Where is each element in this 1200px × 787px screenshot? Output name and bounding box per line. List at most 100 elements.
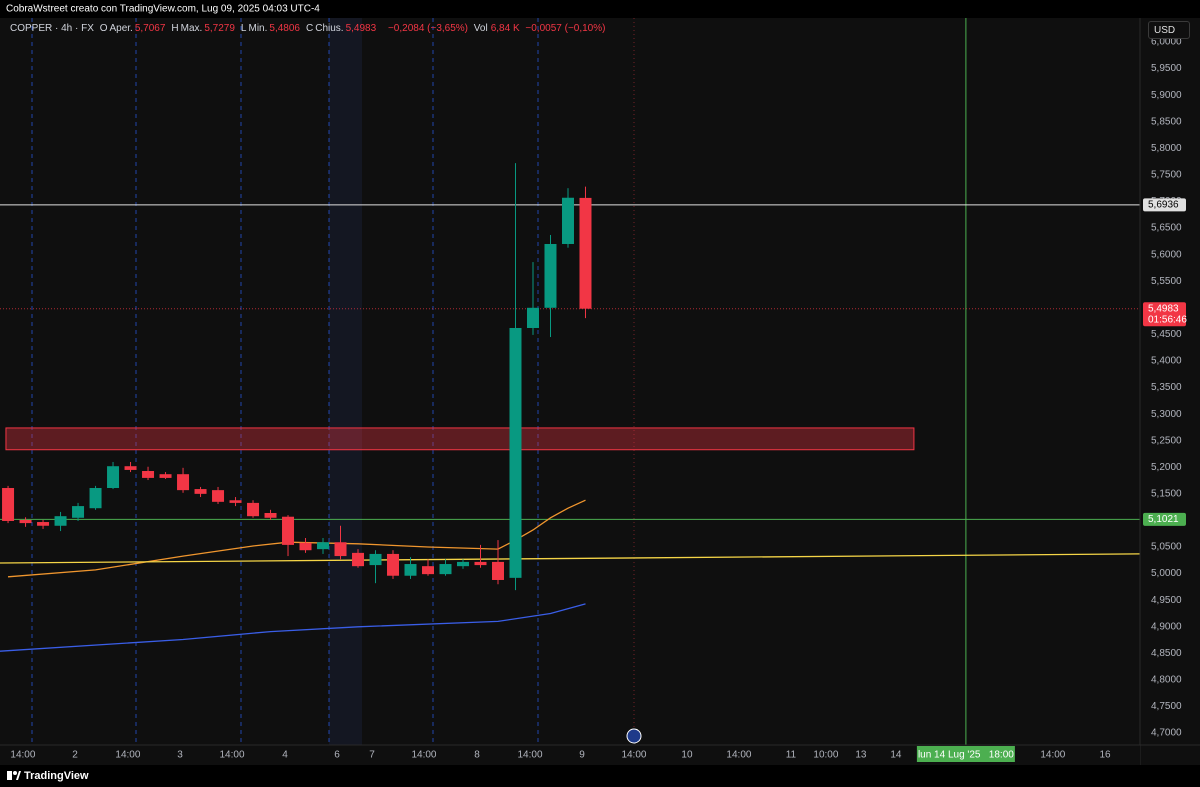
candle-body xyxy=(456,561,469,567)
event-flag[interactable] xyxy=(626,728,642,744)
logo-part xyxy=(16,771,21,780)
y-tick-label: 5,3500 xyxy=(1151,382,1182,393)
x-tick-label: 14:00 xyxy=(726,750,751,761)
session-separators xyxy=(31,18,539,745)
candle-body xyxy=(19,519,32,524)
legend-name: Max. xyxy=(180,23,203,34)
y-tick-label: 5,9500 xyxy=(1151,63,1182,74)
candle-body xyxy=(491,561,504,580)
candle-body xyxy=(142,470,155,478)
candle-body xyxy=(509,327,522,578)
x-tick-label: 2 xyxy=(72,750,78,761)
y-tick-label: 5,3000 xyxy=(1151,409,1182,420)
candle-body xyxy=(264,512,277,518)
x-tick-label: 7 xyxy=(369,750,375,761)
candle-body xyxy=(159,474,172,478)
axes: 4,7000 4,7500 4,8000 4,8500 4,9000 4,9500 5,00… xyxy=(10,37,1187,762)
x-tick-label: 4 xyxy=(282,750,288,761)
x-tick-label: 9 xyxy=(579,750,585,761)
weekend-shade xyxy=(329,18,362,745)
candle-body xyxy=(37,522,50,526)
x-tick-label: 13 xyxy=(855,750,867,761)
y-tick-label: 4,8000 xyxy=(1151,675,1182,686)
price-label: 5,6936 xyxy=(1148,200,1179,211)
y-tick-label: 5,8000 xyxy=(1151,143,1182,154)
legend: COPPER · 4h · FX O Aper. 5,7067 H Max. 5,7279… xyxy=(10,23,608,34)
average-line xyxy=(0,553,1141,564)
volume-value: 6,84 K xyxy=(490,23,520,34)
cursor-label: lun 14 Lug '25 18:00 xyxy=(918,750,1014,761)
x-tick-label: 14:00 xyxy=(220,750,245,761)
legend-name: Aper. xyxy=(109,23,133,34)
candle-body xyxy=(439,564,452,575)
logo-part xyxy=(13,771,17,775)
candle-body xyxy=(352,552,365,567)
candle-body xyxy=(299,542,312,551)
zone xyxy=(5,427,915,451)
price-label-box xyxy=(1143,198,1186,212)
legend-name: Chius. xyxy=(315,23,344,34)
candle-body xyxy=(107,466,120,489)
x-tick-label: 14:00 xyxy=(1040,750,1065,761)
candle-body xyxy=(124,466,137,470)
candle-body xyxy=(247,502,260,517)
price-label: 5,4983 xyxy=(1148,303,1179,314)
candle-body xyxy=(282,516,295,545)
candle-body xyxy=(229,500,242,503)
x-tick-label: 10:00 xyxy=(813,750,838,761)
average-line xyxy=(7,499,586,578)
y-tick-label: 5,7500 xyxy=(1151,170,1182,181)
price-countdown: 01:56:46 xyxy=(1148,314,1187,325)
caption: CobraWstreet creato con TradingView.com,… xyxy=(6,4,320,15)
candle-body xyxy=(177,474,190,491)
y-tick-label: 5,0000 xyxy=(1151,568,1182,579)
y-tick-label: 5,8500 xyxy=(1151,116,1182,127)
candle-body xyxy=(89,488,102,509)
y-tick-label: 4,9500 xyxy=(1151,595,1182,606)
y-tick-label: 5,1500 xyxy=(1151,489,1182,500)
y-tick-label: 4,7500 xyxy=(1151,701,1182,712)
candle-body xyxy=(2,488,15,521)
volume-change: −0,0057 (−0,10%) xyxy=(525,23,606,34)
y-tick-label: 5,2500 xyxy=(1151,435,1182,446)
x-tick-label: 14:00 xyxy=(518,750,543,761)
x-tick-label: 14:00 xyxy=(621,750,646,761)
candle-body xyxy=(72,506,85,518)
x-tick-label: 16 xyxy=(1099,750,1111,761)
currency-button[interactable]: USD xyxy=(1148,21,1190,39)
y-tick-label: 5,5500 xyxy=(1151,276,1182,287)
brand: TradingView xyxy=(24,770,89,782)
x-tick-label: 14:00 xyxy=(411,750,436,761)
symbol: COPPER · 4h · FX xyxy=(10,23,94,34)
x-tick-label: 11 xyxy=(786,750,797,761)
candle-body xyxy=(387,553,400,576)
x-tick-label: 14:00 xyxy=(10,750,35,761)
y-tick-label: 6,0000 xyxy=(1151,37,1182,48)
ohlc: O Aper. 5,7067 H Max. 5,7279 L Min. 5,4806 C Chius… xyxy=(100,23,382,34)
y-tick-label: 5,0500 xyxy=(1151,542,1182,553)
x-tick-label: 14 xyxy=(890,750,902,761)
cursor-label-box xyxy=(916,746,1015,762)
price-label-box xyxy=(1143,302,1186,327)
candle-body xyxy=(422,566,435,575)
price-axis xyxy=(1140,18,1200,745)
y-tick-label: 5,4500 xyxy=(1151,329,1182,340)
candle-body xyxy=(474,561,487,566)
candle-body xyxy=(369,553,382,566)
average-line xyxy=(0,603,586,652)
time-axis xyxy=(0,745,1140,765)
y-tick-label: 4,8500 xyxy=(1151,648,1182,659)
x-tick-label: 8 xyxy=(474,750,480,761)
candle-body xyxy=(544,243,557,308)
candle-body xyxy=(579,197,592,309)
candle-body xyxy=(54,516,67,526)
x-tick-label: 3 xyxy=(177,750,183,761)
candle-body xyxy=(526,307,539,328)
legend-label: 5,4983 xyxy=(345,23,377,34)
legend-label: 5,7067 xyxy=(134,23,166,34)
candle-body xyxy=(317,542,330,550)
legend-label: 5,7279 xyxy=(204,23,235,34)
legend-key: L xyxy=(240,23,247,34)
